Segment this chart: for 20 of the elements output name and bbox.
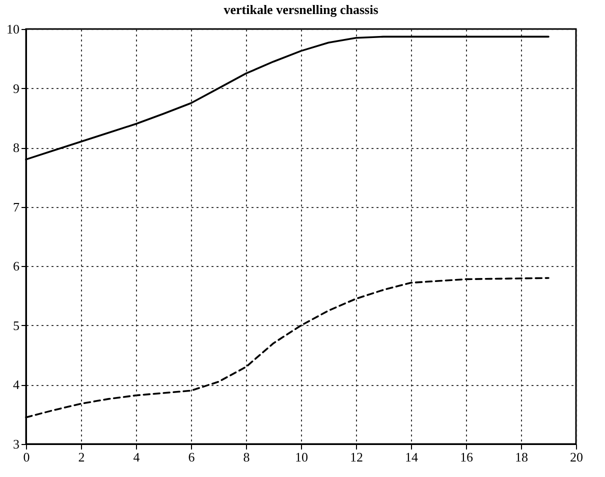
x-tick-label: 20 xyxy=(570,450,583,464)
x-tick-label: 16 xyxy=(460,450,474,464)
y-tick-label: 3 xyxy=(13,436,20,452)
x-tick-label: 12 xyxy=(350,450,363,464)
x-tick-label: 0 xyxy=(23,450,30,464)
y-tick-label: 6 xyxy=(13,258,20,274)
y-tick-label: 9 xyxy=(13,80,20,96)
x-tick-label: 18 xyxy=(515,450,528,464)
y-tick-label: 4 xyxy=(13,377,20,392)
x-tick-label: 14 xyxy=(405,450,418,464)
y-tick-label: 8 xyxy=(13,140,20,156)
x-tick-label: 4 xyxy=(133,450,140,464)
x-tick-label: 6 xyxy=(188,450,196,464)
chart-title: vertikale versnelling chassis xyxy=(224,2,378,17)
y-tick-label: 5 xyxy=(13,318,20,333)
y-tick-label: 7 xyxy=(13,199,20,214)
x-tick-label: 2 xyxy=(78,450,85,464)
y-tick-label: 10 xyxy=(6,22,20,36)
x-tick-label: 10 xyxy=(295,450,308,464)
x-tick-label: 8 xyxy=(243,450,250,464)
